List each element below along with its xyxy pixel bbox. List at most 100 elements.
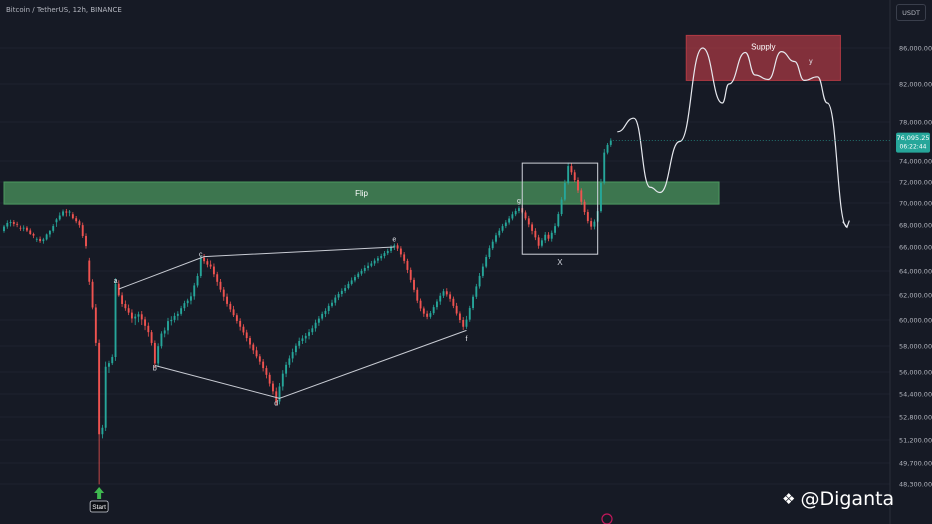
candle-body <box>321 313 324 319</box>
candle-body <box>426 313 429 317</box>
candle-body <box>354 277 356 281</box>
candle-body <box>577 180 579 191</box>
projection-arrowhead <box>842 220 850 229</box>
candle-body <box>121 295 124 304</box>
candle-body <box>498 230 501 236</box>
candle-body <box>491 241 494 249</box>
candle-body <box>334 297 337 303</box>
candle-body <box>554 226 556 233</box>
candle-body <box>45 234 48 240</box>
price-tick-label: 51,200.00 <box>899 437 932 445</box>
candle-body <box>458 313 461 320</box>
candle-body <box>68 211 71 213</box>
candle-body <box>137 314 140 317</box>
candle-body <box>337 293 340 298</box>
candle-body <box>324 310 327 314</box>
candle-body <box>567 166 570 184</box>
bar-countdown: 06:22:44 <box>900 144 927 151</box>
start-label: Start <box>92 504 106 511</box>
candle-body <box>35 238 38 240</box>
candle-body <box>212 266 215 275</box>
candle-body <box>363 268 366 271</box>
candle-body <box>65 211 68 213</box>
candle-body <box>422 308 425 314</box>
price-tick-label: 72,000.00 <box>899 179 932 187</box>
current-price-value: 76,095.25 <box>896 134 929 142</box>
candle-body <box>6 222 9 227</box>
candle-body <box>449 294 452 299</box>
candle-body <box>485 257 488 267</box>
candle-body <box>314 322 317 329</box>
candle-body <box>22 227 25 229</box>
candle-body <box>19 227 22 229</box>
candle-body <box>344 288 347 291</box>
symbol-header[interactable]: Bitcoin / TetherUS, 12h, BINANCE <box>6 6 122 14</box>
candle-body <box>347 283 350 289</box>
candle-body <box>114 283 117 358</box>
candle-body <box>111 357 114 364</box>
candle-body <box>216 274 219 282</box>
price-tick-label: 54,400.00 <box>899 391 932 399</box>
candle-body <box>550 232 553 239</box>
candle-body <box>340 290 343 294</box>
diamond-logo-icon: ❖ <box>782 490 796 508</box>
candle-body <box>26 227 28 231</box>
candle-body <box>153 342 156 364</box>
price-axis[interactable]: 86,000.00 82,000.00 78,000.00 74,000.00 72,0… <box>899 45 932 489</box>
alert-icon[interactable] <box>601 513 613 524</box>
candle-body <box>301 338 304 341</box>
candle-body <box>91 281 94 308</box>
current-price-tag: 76,095.25 06:22:44 <box>612 132 930 153</box>
candle-body <box>360 270 363 274</box>
candle-body <box>281 373 284 387</box>
candle-body <box>406 260 409 270</box>
candle-body <box>478 275 481 287</box>
price-tick-label: 60,000.00 <box>899 317 932 325</box>
structure-lines <box>118 246 467 399</box>
candle-body <box>229 303 232 310</box>
wave-labels: Xa b c d e f g y Start <box>89 58 813 513</box>
candle-body <box>376 258 379 261</box>
candle-body <box>32 234 35 236</box>
candle-body <box>455 305 458 314</box>
candle-body <box>285 364 288 374</box>
candle-body <box>75 218 78 222</box>
wave-label-y: y <box>809 58 813 65</box>
price-tick-label: 66,000.00 <box>899 244 932 252</box>
candle-body <box>327 305 330 311</box>
projection-line <box>617 47 848 228</box>
candle-body <box>350 280 353 284</box>
candle-body <box>606 144 609 153</box>
candle-body <box>242 326 245 333</box>
structure-line <box>154 329 467 399</box>
price-tick-label: 70,000.00 <box>899 200 932 208</box>
candle-body <box>429 313 432 317</box>
watermark: ❖ @Diganta <box>782 488 894 510</box>
candle-body <box>206 261 209 265</box>
candle-body <box>88 260 91 282</box>
candle-body <box>399 248 402 255</box>
candle-body <box>249 338 251 345</box>
candle-body <box>98 342 101 435</box>
candle-body <box>462 319 465 327</box>
candle-body <box>527 218 530 225</box>
candle-body <box>199 257 202 277</box>
candle-body <box>52 226 55 231</box>
candle-body <box>272 383 274 392</box>
candle-body <box>495 235 497 242</box>
candle-body <box>439 295 442 302</box>
zone-label-supply: Supply <box>751 42 775 51</box>
zone-label-flip: Flip <box>355 189 368 198</box>
candle-body <box>518 208 520 212</box>
candle-body <box>609 140 612 145</box>
candle-body <box>196 276 199 286</box>
currency-badge[interactable]: USDT <box>896 4 926 21</box>
candle-body <box>258 356 261 362</box>
candle-body <box>416 289 419 301</box>
candle-body <box>170 319 173 322</box>
candle-body <box>373 260 376 264</box>
candle-body <box>193 285 196 297</box>
candle-body <box>268 374 271 384</box>
